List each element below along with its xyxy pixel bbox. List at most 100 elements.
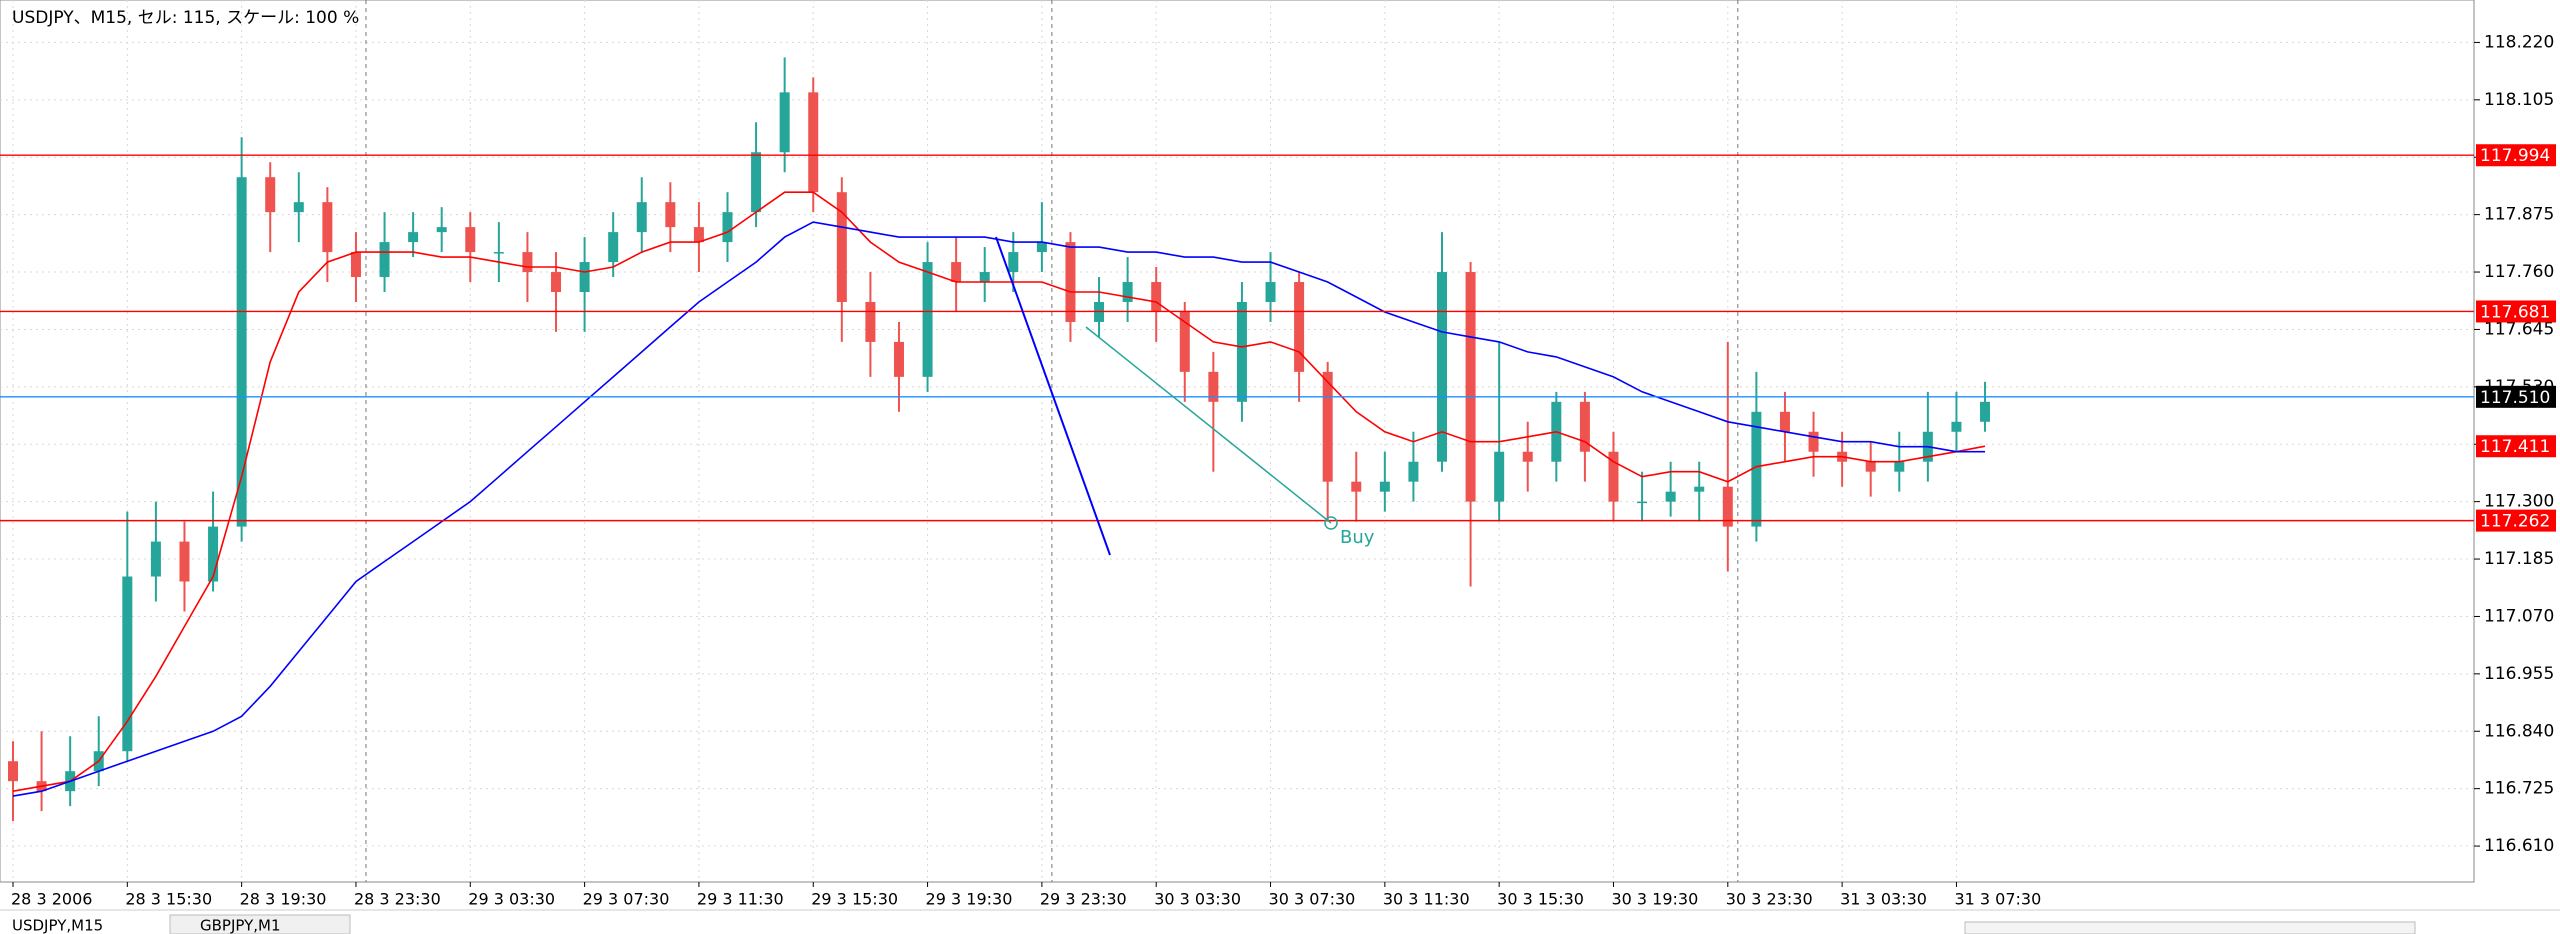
candle-body: [436, 227, 447, 233]
y-tick-label: 118.105: [2484, 90, 2554, 110]
price-label-box: [2476, 144, 2556, 167]
candle-body: [1065, 242, 1076, 322]
y-tick-label: 117.645: [2484, 319, 2554, 339]
candle-body: [779, 92, 790, 153]
candle-body: [865, 301, 876, 342]
tab[interactable]: [169, 914, 351, 934]
candle-body: [1236, 301, 1247, 402]
x-tick-label: 29 3 03:30: [468, 890, 555, 909]
candle-body: [551, 272, 562, 293]
moving-average: [12, 191, 1986, 792]
candle-body: [408, 232, 419, 243]
chart-title: USDJPY、M15, セル: 115, スケール: 100 %: [12, 8, 359, 28]
x-tick-label: 31 3 07:30: [1954, 890, 2041, 909]
x-tick-label: 30 3 15:30: [1497, 890, 1584, 909]
candle-body: [1322, 371, 1333, 482]
candle-body: [1951, 421, 1962, 432]
candle-body: [1036, 242, 1047, 253]
candle-body: [236, 177, 247, 527]
tab-label[interactable]: GBPJPY,M1: [200, 917, 281, 934]
price-label: 117.510: [2480, 388, 2550, 408]
candle-body: [350, 252, 361, 278]
price-label-box: [2476, 300, 2556, 323]
price-label: 117.262: [2480, 512, 2550, 532]
trend-line: [995, 236, 1111, 556]
candle-body: [179, 541, 190, 582]
plot-frame: [0, 0, 2475, 883]
y-tick-label: 116.725: [2484, 779, 2554, 799]
price-label: 117.411: [2480, 437, 2550, 457]
y-tick-label: 117.070: [2484, 606, 2554, 626]
x-tick-label: 30 3 23:30: [1726, 890, 1813, 909]
candle-body: [1980, 401, 1991, 422]
candle-body: [1579, 401, 1590, 452]
x-tick-label: 28 3 15:30: [125, 890, 212, 909]
candle-body: [665, 202, 676, 228]
candle-body: [1208, 371, 1219, 402]
marks: [0, 57, 2474, 822]
candle-body: [1779, 411, 1790, 432]
x-tick-label: 31 3 03:30: [1840, 890, 1927, 909]
candle-body: [1608, 451, 1619, 502]
x-tick-label: 30 3 07:30: [1269, 890, 1356, 909]
y-tick-label: 117.185: [2484, 549, 2554, 569]
candle-body: [922, 262, 933, 377]
x-tick-label: 30 3 11:30: [1383, 890, 1470, 909]
x-tick-label: 29 3 15:30: [811, 890, 898, 909]
candle-body: [1265, 282, 1276, 302]
candle-body: [1865, 461, 1876, 472]
tab-label[interactable]: USDJPY,M15: [12, 917, 103, 934]
y-tick-label: 116.955: [2484, 664, 2554, 684]
candle-body: [1808, 431, 1819, 452]
candle-body: [636, 202, 647, 233]
x-tick-label: 30 3 03:30: [1154, 890, 1241, 909]
y-tick-label: 117.875: [2484, 205, 2554, 225]
candle-body: [1751, 411, 1762, 527]
candle-body: [1151, 282, 1162, 312]
candle-body: [579, 262, 590, 293]
candle-body: [1665, 491, 1676, 502]
candle-body: [1437, 272, 1447, 462]
candle-body: [1894, 461, 1905, 472]
candle-body: [322, 202, 333, 253]
candle-body: [1494, 451, 1505, 502]
candle-body: [608, 232, 619, 263]
scrollbar[interactable]: [1964, 921, 2416, 934]
candle-body: [465, 227, 476, 253]
price-label: 117.681: [2480, 302, 2550, 322]
candle-body: [379, 242, 390, 278]
candle-body: [693, 227, 704, 243]
candle-body: [836, 192, 847, 302]
candle-body: [722, 212, 733, 243]
candle-body: [1694, 486, 1705, 492]
x-tick-label: 29 3 11:30: [697, 890, 784, 909]
y-tick-label: 117.760: [2484, 262, 2554, 282]
y-tick-label: 118.220: [2484, 32, 2554, 52]
candle-body: [1379, 481, 1390, 492]
candle-body: [8, 761, 18, 782]
candle-body: [979, 272, 990, 283]
candle-body: [150, 541, 161, 577]
trade-line: [1085, 326, 1332, 524]
x-tick-label: 29 3 07:30: [583, 890, 670, 909]
y-tick-label: 116.840: [2484, 721, 2554, 741]
x-tick-label: 28 3 2006: [11, 890, 92, 909]
price-label-box: [2476, 385, 2556, 408]
candle-body: [522, 252, 533, 273]
annotation: Buy: [1340, 527, 1375, 548]
y-tick-label: 116.610: [2484, 836, 2554, 856]
candle-body: [1179, 311, 1190, 372]
price-axis: 118.220118.105117.99117.875117.760117.64…: [11, 32, 2556, 909]
x-tick-label: 28 3 19:30: [240, 890, 327, 909]
x-tick-label: 29 3 19:30: [926, 890, 1013, 909]
candle-body: [293, 202, 304, 213]
candle-body: [1408, 461, 1419, 482]
x-tick-label: 29 3 23:30: [1040, 890, 1127, 909]
candle-body: [1008, 252, 1019, 273]
price-label-box: [2476, 435, 2556, 458]
x-tick-label: 30 3 19:30: [1611, 890, 1698, 909]
candle-body: [122, 576, 133, 752]
candle-body: [893, 341, 904, 377]
price-label: 117.994: [2480, 146, 2550, 166]
